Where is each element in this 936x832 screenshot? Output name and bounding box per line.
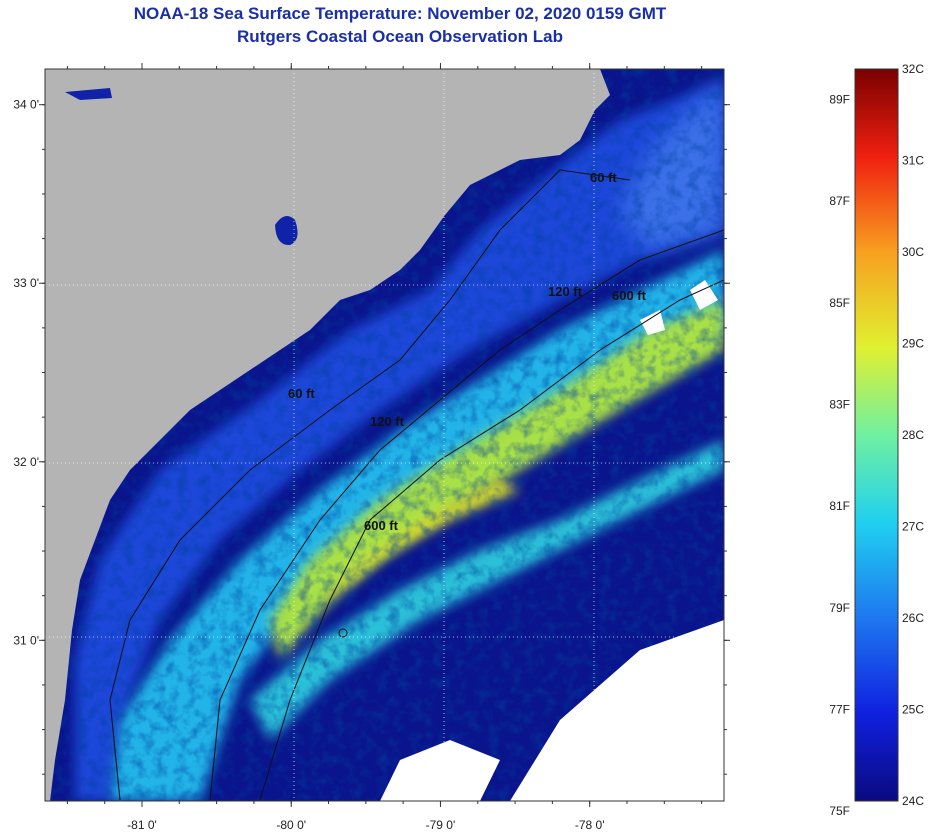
lake-north xyxy=(65,88,112,100)
colorbar-fahrenheit-label: 83F xyxy=(829,398,850,412)
cloud-mask-southeast xyxy=(510,620,724,801)
colorbar-celsius-label: 32C xyxy=(902,62,924,76)
contour-label-120ft-north: 120 ft xyxy=(548,284,583,299)
cloud-mask-south xyxy=(380,740,500,801)
contour-label-600ft-south: 600 ft xyxy=(364,518,399,533)
contour-label-60ft-north: 60 ft xyxy=(590,170,617,185)
contour-label-600ft-north: 600 ft xyxy=(612,288,647,303)
map-subtitle: Rutgers Coastal Ocean Observation Lab xyxy=(237,27,563,46)
isobath-600ft xyxy=(259,279,724,801)
colorbar-fahrenheit-label: 85F xyxy=(829,296,850,310)
colorbar-celsius-label: 30C xyxy=(902,245,924,259)
colorbar-fahrenheit-label: 87F xyxy=(829,194,850,208)
plot-frame xyxy=(44,68,725,802)
lon-tick-label: -80 0' xyxy=(276,818,306,832)
colorbar-fahrenheit-label: 81F xyxy=(829,499,850,513)
colorbar-celsius-label: 26C xyxy=(902,611,924,625)
isobath-120ft xyxy=(209,229,724,801)
lat-tick-label: 32 0' xyxy=(13,455,39,469)
lake xyxy=(275,216,298,246)
lon-tick-label: -81 0' xyxy=(127,818,157,832)
colorbar-celsius-label: 24C xyxy=(902,794,924,808)
colorbar-celsius-label: 28C xyxy=(902,428,924,442)
colorbar-celsius-label: 27C xyxy=(902,520,924,534)
lon-tick-label: -79 0' xyxy=(426,818,456,832)
colorbar-fahrenheit-label: 75F xyxy=(829,804,850,818)
land-coast xyxy=(45,69,610,801)
isobath-seamount xyxy=(338,628,348,638)
lat-tick-label: 33 0' xyxy=(13,276,39,290)
colorbar-celsius-label: 25C xyxy=(902,703,924,717)
map-title: NOAA-18 Sea Surface Temperature: Novembe… xyxy=(133,4,667,23)
colorbar-fahrenheit-label: 79F xyxy=(829,601,850,615)
lat-tick-label: 31 0' xyxy=(13,633,39,647)
cloud-mask-patch xyxy=(640,310,665,335)
colorbar-fahrenheit-label: 77F xyxy=(829,703,850,717)
contour-label-120ft-south: 120 ft xyxy=(370,414,405,429)
lon-tick-label: -78 0' xyxy=(575,818,605,832)
axis-ticks: -81 0' -80 0' -79 0' -78 0' 34 0' 33 0' 32 0' 3… xyxy=(13,63,730,832)
colorbar-celsius-label: 29C xyxy=(902,337,924,351)
contour-label-60ft-south: 60 ft xyxy=(288,386,315,401)
cloud-mask-patch xyxy=(690,280,718,310)
colorbar-labels: 32C 31C 30C 29C 28C 27C 26C 25C 24C 89F 87F 85F 83F 8… xyxy=(829,62,924,818)
colorbar-celsius-label: 31C xyxy=(902,154,924,168)
lat-tick-label: 34 0' xyxy=(13,98,39,112)
colorbar-gradient xyxy=(854,68,899,802)
colorbar-fahrenheit-label: 89F xyxy=(829,93,850,107)
isobath-60ft xyxy=(109,169,631,801)
